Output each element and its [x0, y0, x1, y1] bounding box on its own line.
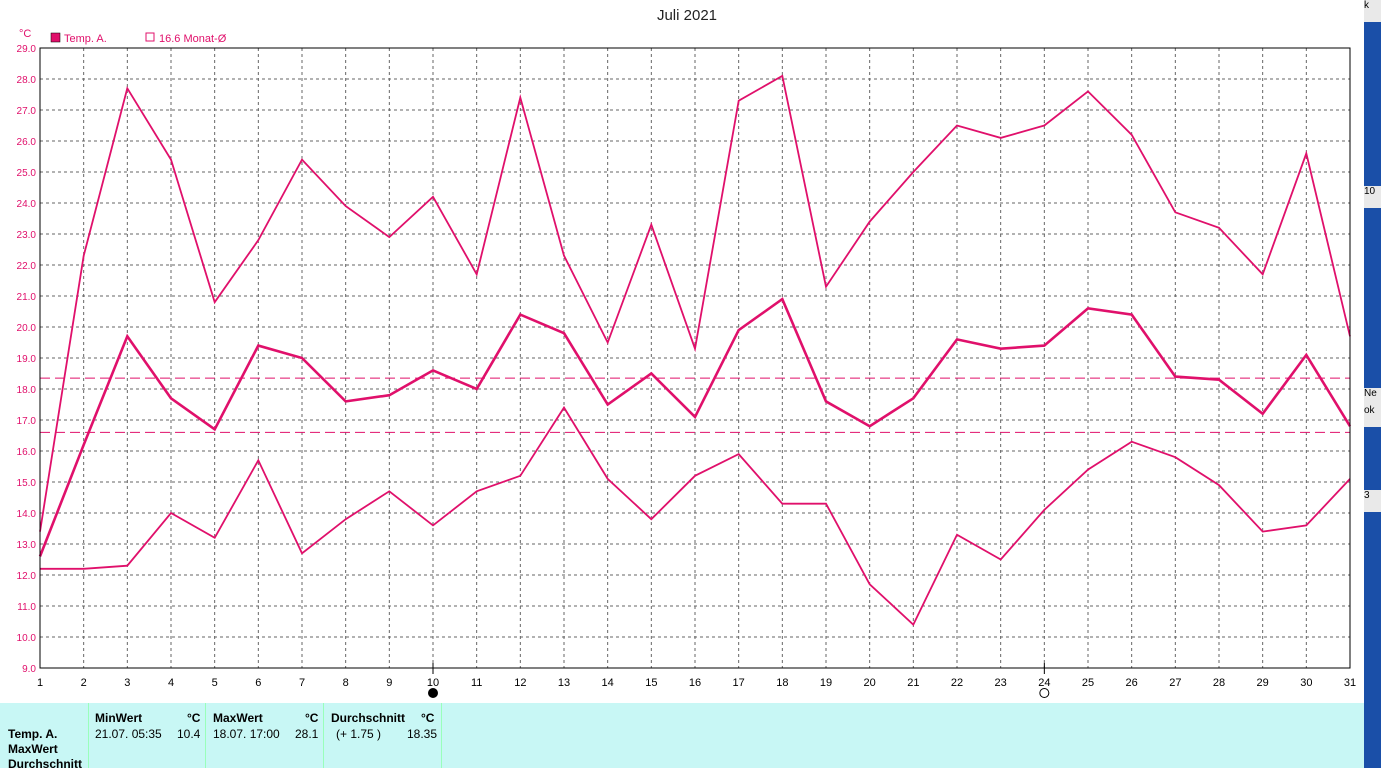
y-axis-ticks: 9.0 10.0 11.0 12.0 13.0 14.0 15.0 16.0 17.0 18.0 1…: [17, 44, 37, 675]
min-column: MinWert °C 21.07. 05:35 10.4: [88, 703, 205, 768]
x-tick-label: 10: [427, 677, 439, 689]
y-tick-label: 13.0: [17, 540, 37, 551]
row-label-avg: Durchschnitt: [8, 757, 83, 771]
x-tick-label: 14: [602, 677, 614, 689]
series-line-mean: [38, 297, 1352, 557]
max-column: MaxWert °C 18.07. 17:00 28.1: [205, 703, 323, 768]
x-tick-label: 4: [168, 677, 174, 689]
y-tick-label: 14.0: [17, 509, 37, 520]
y-tick-label: 23.0: [17, 230, 37, 241]
x-tick-label: 28: [1213, 677, 1225, 689]
edge-fragment: k: [1364, 0, 1381, 22]
x-tick-label: 31: [1344, 677, 1356, 689]
avg-column: Durchschnitt °C (+ 1.75 ) 18.35: [323, 703, 442, 768]
x-tick-label: 18: [776, 677, 788, 689]
x-axis-ticks: 1 2 3 4 5 6 7 8 9 10 11 12 13 14 15 16 17 18 19 20 21 22 23 24 2…: [37, 677, 1356, 689]
row-label-temp: Temp. A.: [8, 727, 58, 741]
x-tick-label: 23: [995, 677, 1007, 689]
row-label-max: MaxWert: [8, 742, 58, 756]
x-tick-label: 11: [471, 677, 482, 689]
x-tick-label: 22: [951, 677, 963, 689]
x-tick-label: 1: [37, 677, 43, 689]
x-tick-label: 25: [1082, 677, 1094, 689]
avg-header: Durchschnitt: [331, 711, 406, 725]
max-header: MaxWert: [213, 711, 263, 725]
y-tick-label: 15.0: [17, 478, 37, 489]
series-line-max: [39, 74, 1351, 532]
x-tick-label: 13: [558, 677, 570, 689]
x-tick-label: 20: [864, 677, 876, 689]
statistics-panel: Temp. A. MaxWert Durchschnitt MinWert °C…: [0, 703, 1364, 771]
full-moon-icon: [1039, 688, 1050, 698]
y-tick-label: 22.0: [17, 261, 37, 272]
y-tick-label: 28.0: [17, 75, 37, 86]
min-when: 21.07. 05:35: [95, 727, 162, 741]
y-tick-label: 11.0: [17, 602, 36, 613]
y-tick-label: 18.0: [17, 385, 37, 396]
min-header: MinWert: [95, 711, 143, 725]
y-tick-label: 17.0: [17, 416, 37, 427]
max-when: 18.07. 17:00: [213, 727, 280, 741]
y-tick-label: 16.0: [17, 447, 37, 458]
x-tick-label: 3: [124, 677, 130, 689]
max-unit: °C: [305, 711, 319, 725]
y-tick-label: 10.0: [17, 633, 37, 644]
y-tick-label: 26.0: [17, 137, 37, 148]
x-tick-label: 12: [514, 677, 526, 689]
max-value: 28.1: [295, 727, 319, 741]
legend-label-month-avg: 16.6 Monat-Ø: [159, 33, 227, 45]
x-tick-label: 19: [820, 677, 832, 689]
legend-swatch-empty: [145, 32, 155, 42]
min-unit: °C: [187, 711, 201, 725]
x-tick-label: 29: [1257, 677, 1269, 689]
y-tick-label: 9.0: [22, 664, 36, 675]
stats-row-labels: Temp. A. MaxWert Durchschnitt: [8, 727, 82, 772]
x-tick-label: 26: [1126, 677, 1138, 689]
y-tick-label: 21.0: [17, 292, 37, 303]
series-line-min: [40, 405, 1351, 627]
x-tick-label: 2: [81, 677, 87, 689]
avg-value: 18.35: [407, 727, 438, 741]
y-tick-label: 29.0: [17, 44, 37, 55]
min-value: 10.4: [177, 727, 201, 741]
y-axis-unit: °C: [19, 28, 31, 40]
legend-swatch-filled: [50, 32, 61, 43]
x-tick-label: 15: [645, 677, 657, 689]
y-tick-label: 27.0: [17, 106, 37, 117]
x-tick-label: 7: [299, 677, 305, 689]
reference-lines: [40, 377, 1350, 433]
edge-fragment: 10: [1364, 186, 1381, 208]
chart-title: Juli 2021: [657, 7, 717, 24]
x-tick-label: 27: [1169, 677, 1181, 689]
plot-frame: [39, 47, 1351, 669]
y-tick-label: 20.0: [17, 323, 37, 334]
x-tick-label: 17: [733, 677, 745, 689]
y-tick-label: 12.0: [17, 571, 37, 582]
edge-fragment: Ne: [1364, 388, 1381, 410]
edge-fragment: ok: [1364, 405, 1381, 427]
new-moon-icon: [428, 688, 438, 698]
series-lines: [38, 74, 1352, 627]
y-tick-label: 24.0: [17, 199, 37, 210]
temperature-chart: Juli 2021 °C Temp. A. 16.6 Monat-Ø 9.0 10…: [17, 7, 1356, 698]
x-tick-label: 24: [1038, 677, 1050, 689]
x-tick-label: 9: [386, 677, 392, 689]
y-tick-label: 25.0: [17, 168, 37, 179]
avg-unit: °C: [421, 711, 435, 725]
legend: Temp. A. 16.6 Monat-Ø: [50, 32, 227, 45]
y-tick-label: 19.0: [17, 354, 37, 365]
x-tick-label: 6: [255, 677, 261, 689]
x-tick-label: 16: [689, 677, 701, 689]
background-window-edge: k 10 Ne ok 3: [1364, 0, 1381, 768]
grid: [40, 48, 1350, 668]
x-tick-label: 30: [1300, 677, 1312, 689]
x-tick-label: 8: [343, 677, 349, 689]
x-tick-label: 5: [212, 677, 218, 689]
edge-fragment: 3: [1364, 490, 1381, 512]
avg-delta: (+ 1.75 ): [336, 727, 382, 741]
x-tick-label: 21: [907, 677, 919, 689]
legend-label-temp: Temp. A.: [64, 33, 107, 45]
